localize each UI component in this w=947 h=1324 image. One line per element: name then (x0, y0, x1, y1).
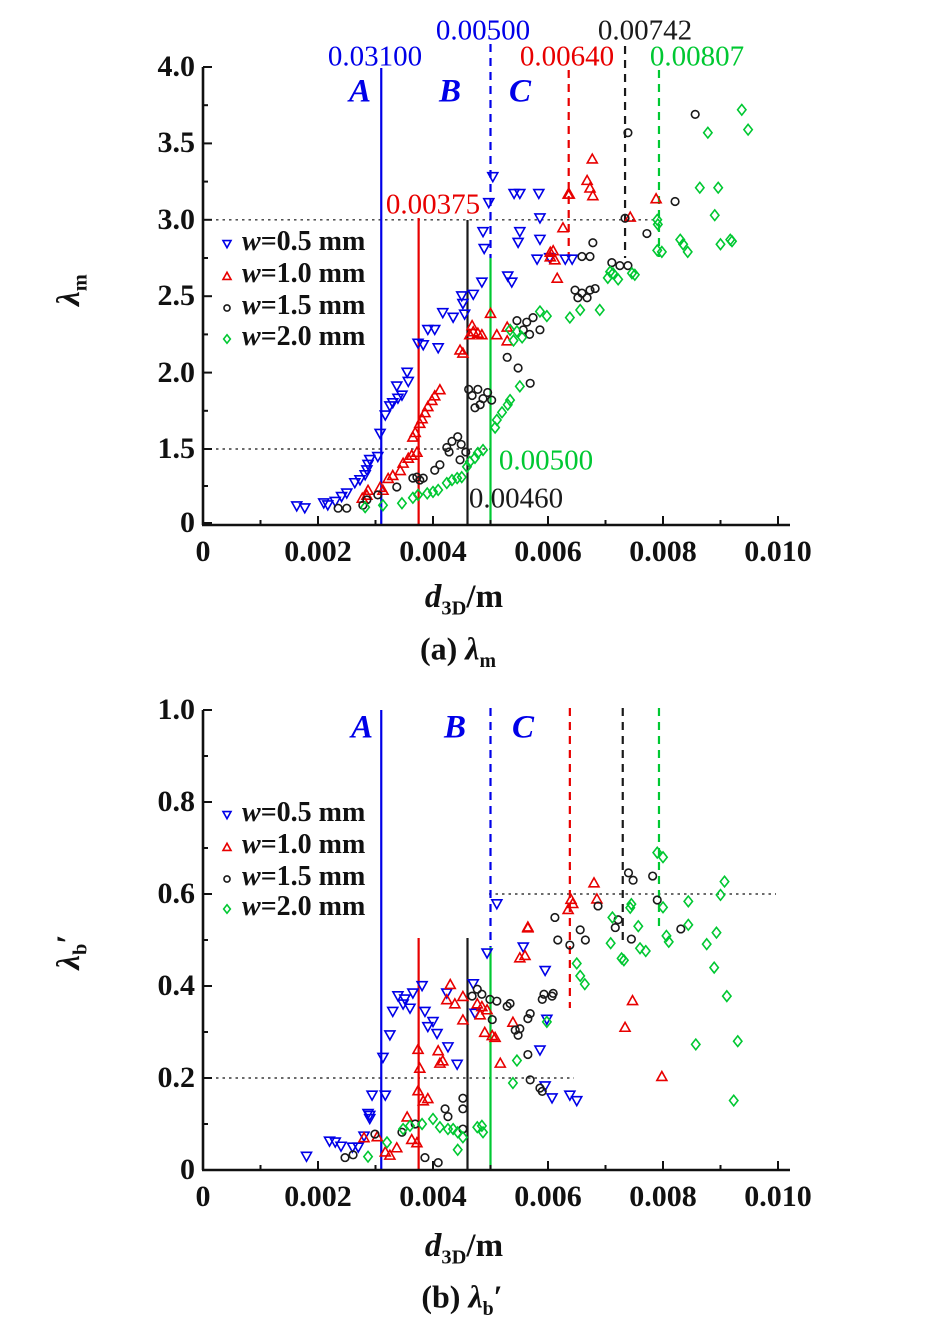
zone-label-C: C (511, 709, 535, 746)
zone-label-A: A (348, 73, 372, 110)
diamond-icon (222, 333, 232, 345)
y-tick-label-0: 0 (180, 1153, 195, 1186)
y-tick-label-1.5: 1.5 (157, 432, 196, 465)
x-tick-label-0.010: 0.010 (744, 535, 812, 568)
legend-item-w1.0mm: w=1.0 mm (218, 260, 365, 288)
x-tick-label-0: 0 (195, 1180, 211, 1213)
legend-label: w (242, 258, 261, 289)
threshold-label-0.00807: 0.00807 (649, 40, 745, 73)
x-tick-label-0.004: 0.004 (399, 1180, 467, 1213)
legend-item-w2.0mm: w=2.0 mm (218, 893, 365, 921)
series-w1.0mm (355, 152, 663, 503)
y-tick-label-2.0: 2.0 (157, 355, 196, 389)
x-tick-label-0.008: 0.008 (629, 1180, 697, 1213)
threshold-label-0.00460: 0.00460 (468, 482, 564, 515)
y-tick-label-4.0: 4.0 (157, 50, 196, 83)
d-symbol: d (424, 578, 442, 615)
threshold-label-0.00500: 0.00500 (498, 444, 594, 477)
y-tick-label-2.5: 2.5 (157, 279, 196, 313)
series-w2.0mm (359, 103, 754, 514)
x-tick-label-0.002: 0.002 (284, 1180, 352, 1213)
threshold-label-0.03100: 0.03100 (327, 40, 423, 73)
series-w1.5mm (340, 868, 686, 1168)
legend-item-w1.5mm: w=1.5 mm (218, 292, 365, 320)
series-w1.0mm (357, 876, 669, 1160)
x-axis-title-b: d3D/m (424, 1227, 504, 1269)
tri-down-icon (221, 810, 233, 820)
diamond-icon (222, 903, 232, 915)
x-tick-label-0.008: 0.008 (629, 535, 697, 568)
y-axis-title-a: λm (50, 274, 92, 306)
tri-down-icon (221, 239, 233, 249)
legend-item-w0.5mm: w=0.5 mm (218, 799, 365, 827)
threshold-label-0.00742: 0.00742 (597, 14, 693, 47)
caption-a: (a) λm (419, 630, 497, 672)
x-tick-label-0.010: 0.010 (744, 1180, 812, 1213)
zone-label-B: B (438, 73, 462, 110)
y-tick-label-1.0: 1.0 (157, 693, 196, 726)
legend-item-w0.5mm: w=0.5 mm (218, 228, 365, 256)
x-axis-title-a: d3D/m (424, 578, 504, 620)
legend-label: w (242, 797, 261, 828)
panel-a (201, 44, 790, 527)
caption-b: (b) λb′ (421, 1278, 503, 1320)
zone-label-C: C (508, 73, 532, 110)
legend-label: w (242, 290, 261, 321)
legend-label: w (242, 891, 261, 922)
y-tick-label-0.6: 0.6 (157, 877, 196, 910)
panel-b (201, 708, 790, 1172)
zone-label-A: A (350, 709, 374, 746)
zone-label-B: B (443, 709, 467, 746)
legend-item-w1.5mm: w=1.5 mm (218, 863, 365, 891)
circle-icon (223, 874, 231, 883)
lambda-subscript: m (69, 274, 92, 292)
y-tick-label-0.8: 0.8 (157, 785, 196, 818)
series-w1.5mm (333, 109, 700, 513)
legend-item-w1.0mm: w=1.0 mm (218, 831, 365, 859)
y-tick-label-3.0: 3.0 (157, 202, 196, 236)
y-tick-label-0.2: 0.2 (157, 1061, 196, 1094)
y-tick-label-0: 0 (180, 506, 195, 539)
lambda-symbol: λ (50, 291, 87, 306)
tri-up-icon (221, 841, 233, 851)
x-tick-label-0: 0 (195, 535, 211, 568)
legend-label: w (242, 226, 261, 257)
y-tick-label-3.5: 3.5 (157, 126, 196, 160)
x-tick-label-0.006: 0.006 (514, 1180, 582, 1213)
legend-label: w (242, 829, 261, 860)
x-tick-label-0.002: 0.002 (284, 535, 352, 568)
series-w0.5mm (290, 171, 579, 515)
threshold-label-0.00500: 0.00500 (435, 14, 531, 47)
series-w0.5mm (300, 899, 584, 1163)
series-w2.0mm (362, 846, 743, 1164)
legend-label: w (242, 861, 261, 892)
y-tick-label-0.4: 0.4 (157, 969, 196, 1002)
tri-up-icon (221, 270, 233, 280)
circle-icon (223, 303, 231, 312)
y-axis-title-b: λb′ (50, 934, 92, 970)
legend-label: w (242, 321, 261, 352)
lambda-symbol: λ (50, 955, 87, 970)
threshold-label-0.00640: 0.00640 (519, 40, 615, 73)
d-symbol: d (424, 1227, 442, 1264)
x-tick-label-0.006: 0.006 (514, 535, 582, 568)
legend-item-w2.0mm: w=2.0 mm (218, 323, 365, 351)
threshold-label-0.00375: 0.00375 (385, 188, 481, 221)
x-tick-label-0.004: 0.004 (399, 535, 467, 568)
